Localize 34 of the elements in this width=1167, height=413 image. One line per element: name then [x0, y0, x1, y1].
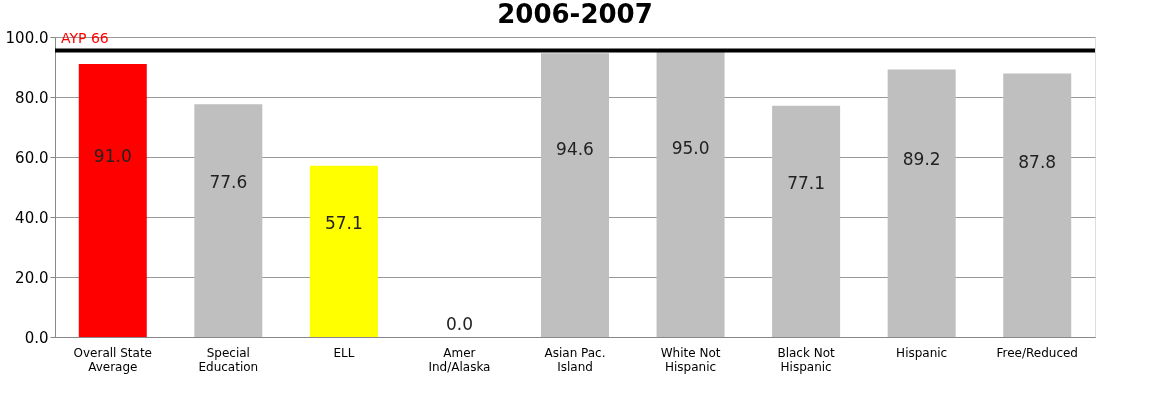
y-tick-label: 40.0	[15, 208, 49, 227]
bar	[309, 165, 378, 337]
y-tick-label: 60.0	[15, 148, 49, 167]
x-tick-label: Free/Reduced	[996, 345, 1078, 360]
x-tick-label: Overall State Average	[73, 345, 153, 374]
bar	[1003, 73, 1072, 337]
data-label: 91.0	[93, 145, 132, 166]
data-label: 94.6	[556, 138, 594, 159]
bar	[772, 105, 841, 337]
x-tick-label: ELL	[333, 345, 355, 360]
x-tick-label: Asian Pac. Island	[544, 345, 606, 374]
y-tick-label: 80.0	[15, 88, 49, 107]
data-label: 0.0	[445, 314, 473, 334]
bar	[887, 69, 956, 337]
chart-title: 2006-2007	[497, 0, 653, 29]
x-tick-label: White Not Hispanic	[660, 345, 721, 374]
ref-line-label: AYP 66	[61, 29, 109, 46]
bar	[78, 64, 147, 337]
data-label: 87.8	[1018, 152, 1057, 173]
data-label: 77.6	[209, 172, 248, 193]
bar	[194, 104, 263, 337]
y-tick-label: 20.0	[15, 268, 49, 287]
data-label: 57.1	[324, 212, 363, 233]
bar	[541, 53, 609, 337]
x-tick-label: Hispanic	[896, 345, 948, 360]
x-tick-label: Amer Ind/Alaska	[428, 345, 491, 374]
y-tick-label: 100.0	[5, 28, 49, 47]
data-label: 89.2	[902, 149, 941, 170]
x-tick-label: Black Not Hispanic	[777, 345, 836, 374]
bar	[656, 52, 725, 337]
data-label: 77.1	[787, 173, 826, 194]
y-tick-label: 0.0	[24, 328, 49, 347]
data-label: 95.0	[671, 137, 710, 158]
x-tick-label: Special Education	[198, 345, 259, 374]
